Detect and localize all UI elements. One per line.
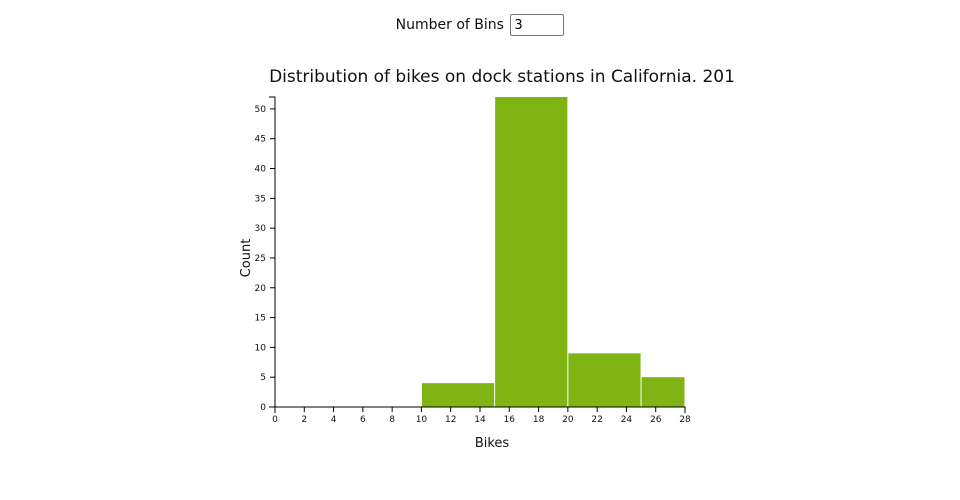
x-tick-label: 24 — [621, 415, 633, 425]
x-axis: 0 2 4 6 8 10 12 14 16 18 20 22 24 26 28 — [272, 406, 691, 425]
y-axis-line — [269, 96, 276, 408]
x-tick-label: 20 — [562, 415, 574, 425]
x-tick-label: 16 — [504, 415, 516, 425]
y-tick-label: 20 — [255, 284, 267, 294]
y-tick-label: 35 — [255, 194, 266, 204]
x-tick-label: 18 — [533, 415, 545, 425]
x-tick-label: 22 — [591, 415, 602, 425]
bins-input[interactable] — [510, 14, 565, 36]
histogram-bar-3 — [641, 377, 685, 407]
y-tick-label: 40 — [255, 165, 267, 175]
y-tick-label: 0 — [260, 403, 266, 413]
x-tick-label: 12 — [445, 415, 456, 425]
bars-group — [421, 97, 685, 407]
x-tick-label: 6 — [360, 415, 366, 425]
histogram-bar-1 — [495, 97, 568, 407]
y-tick-label: 15 — [255, 314, 266, 324]
x-tick-label: 0 — [272, 415, 278, 425]
chart-title: Distribution of bikes on dock stations i… — [269, 67, 735, 87]
x-tick-label: 8 — [389, 415, 395, 425]
y-tick-label: 50 — [255, 105, 267, 115]
x-axis-title: Bikes — [475, 436, 510, 451]
x-tick-label: 26 — [650, 415, 662, 425]
x-tick-label: 28 — [679, 415, 691, 425]
x-tick-label: 4 — [331, 415, 337, 425]
y-tick-label: 5 — [260, 373, 266, 383]
histogram-bar-0 — [421, 383, 495, 407]
y-axis: 0 5 10 15 20 25 30 35 40 45 50 — [255, 96, 276, 413]
x-tick-label: 14 — [474, 415, 486, 425]
y-tick-label: 30 — [255, 224, 267, 234]
bins-label: Number of Bins — [395, 17, 504, 33]
y-axis-title: Count — [239, 239, 254, 278]
y-tick-label: 45 — [255, 135, 266, 145]
y-tick-label: 25 — [255, 254, 266, 264]
bins-control: Number of Bins — [0, 13, 960, 37]
x-tick-label: 2 — [301, 415, 307, 425]
histogram-bar-2 — [568, 353, 641, 407]
y-tick-label: 10 — [255, 343, 267, 353]
x-tick-label: 10 — [416, 415, 428, 425]
